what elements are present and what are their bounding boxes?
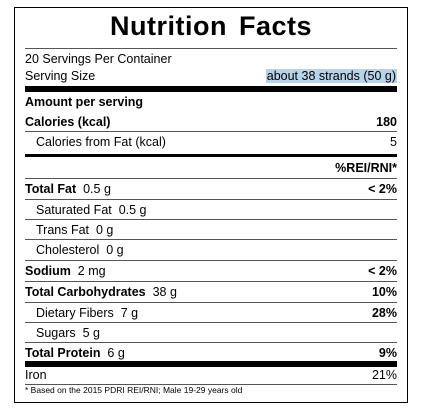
sugars-amount: 5 g	[82, 325, 100, 340]
sugars-row: Sugars 5 g	[25, 323, 397, 342]
dietary-fibers-label: Dietary Fibers	[36, 305, 114, 320]
footnote: * Based on the 2015 PDRI REI/RNI; Male 1…	[25, 385, 243, 395]
serving-size-value[interactable]: about 38 strands (50 g)	[265, 68, 397, 83]
calories-from-fat-row: Calories from Fat (kcal) 5	[25, 132, 397, 151]
iron-label: Iron	[25, 367, 47, 382]
iron-row: Iron 21%	[25, 365, 397, 384]
divider	[25, 302, 397, 303]
serving-size-row: Serving Size about 38 strands (50 g)	[25, 66, 397, 85]
calories-label: Calories (kcal)	[25, 114, 111, 129]
divider	[25, 199, 397, 200]
total-fat-row: Total Fat 0.5 g < 2%	[25, 179, 397, 198]
divider	[25, 219, 397, 220]
cholesterol-amount: 0 g	[106, 242, 124, 257]
saturated-fat-label: Saturated Fat	[36, 202, 112, 217]
thick-divider	[25, 361, 397, 367]
divider	[25, 322, 397, 323]
cholesterol-label: Cholesterol	[36, 242, 100, 257]
thick-divider	[25, 86, 397, 92]
servings-per-container-row: 20 Servings Per Container	[25, 49, 397, 68]
total-fat-label: Total Fat	[25, 181, 77, 196]
divider	[25, 281, 397, 282]
calories-row: Calories (kcal) 180	[25, 112, 397, 131]
cholesterol-row: Cholesterol 0 g	[25, 240, 397, 259]
total-carbs-row: Total Carbohydrates 38 g 10%	[25, 282, 397, 301]
trans-fat-label: Trans Fat	[36, 222, 90, 237]
total-protein-pct: 9%	[378, 345, 397, 360]
dietary-fibers-row: Dietary Fibers 7 g 28%	[25, 303, 397, 322]
servings-per-container: 20 Servings Per Container	[25, 51, 172, 66]
total-carbs-label: Total Carbohydrates	[25, 284, 146, 299]
dietary-fibers-amount: 7 g	[120, 305, 139, 320]
medium-divider	[25, 154, 397, 157]
divider	[25, 384, 397, 385]
total-carbs-amount: 38 g	[152, 284, 177, 299]
total-fat-amount: 0.5 g	[83, 181, 111, 196]
saturated-fat-row: Saturated Fat 0.5 g	[25, 200, 397, 219]
sodium-amount: 2 mg	[77, 263, 106, 278]
divider	[25, 48, 397, 49]
divider	[25, 260, 397, 261]
rei-header: %REI/RNI*	[335, 160, 397, 175]
calories-from-fat-label: Calories from Fat (kcal)	[36, 134, 166, 149]
trans-fat-amount: 0 g	[95, 222, 114, 237]
amount-per-serving-row: Amount per serving	[25, 92, 397, 111]
sugars-label: Sugars	[36, 325, 76, 340]
divider	[25, 342, 397, 343]
total-protein-row: Total Protein 6 g 9%	[25, 343, 397, 362]
nutrition-facts-label: Nutrition Facts 20 Servings Per Containe…	[14, 7, 408, 403]
iron-pct: 21%	[371, 367, 397, 382]
dietary-fibers-pct: 28%	[371, 305, 397, 320]
total-fat-pct: < 2%	[368, 181, 397, 196]
divider	[25, 178, 397, 179]
calories-from-fat-value: 5	[390, 134, 397, 149]
saturated-fat-amount: 0.5 g	[118, 202, 147, 217]
total-carbs-pct: 10%	[371, 284, 397, 299]
sodium-row: Sodium 2 mg < 2%	[25, 261, 397, 280]
divider	[25, 239, 397, 240]
serving-size-label: Serving Size	[25, 68, 96, 83]
total-protein-amount: 6 g	[107, 345, 125, 360]
amount-per-serving: Amount per serving	[25, 94, 144, 109]
calories-value: 180	[376, 114, 397, 129]
trans-fat-row: Trans Fat 0 g	[25, 220, 397, 239]
total-protein-label: Total Protein	[25, 345, 101, 360]
divider	[25, 131, 397, 132]
label-title: Nutrition Facts	[109, 11, 312, 41]
sodium-pct: < 2%	[368, 263, 397, 278]
rei-header-row: %REI/RNI*	[25, 158, 397, 177]
sodium-label: Sodium	[25, 263, 71, 278]
